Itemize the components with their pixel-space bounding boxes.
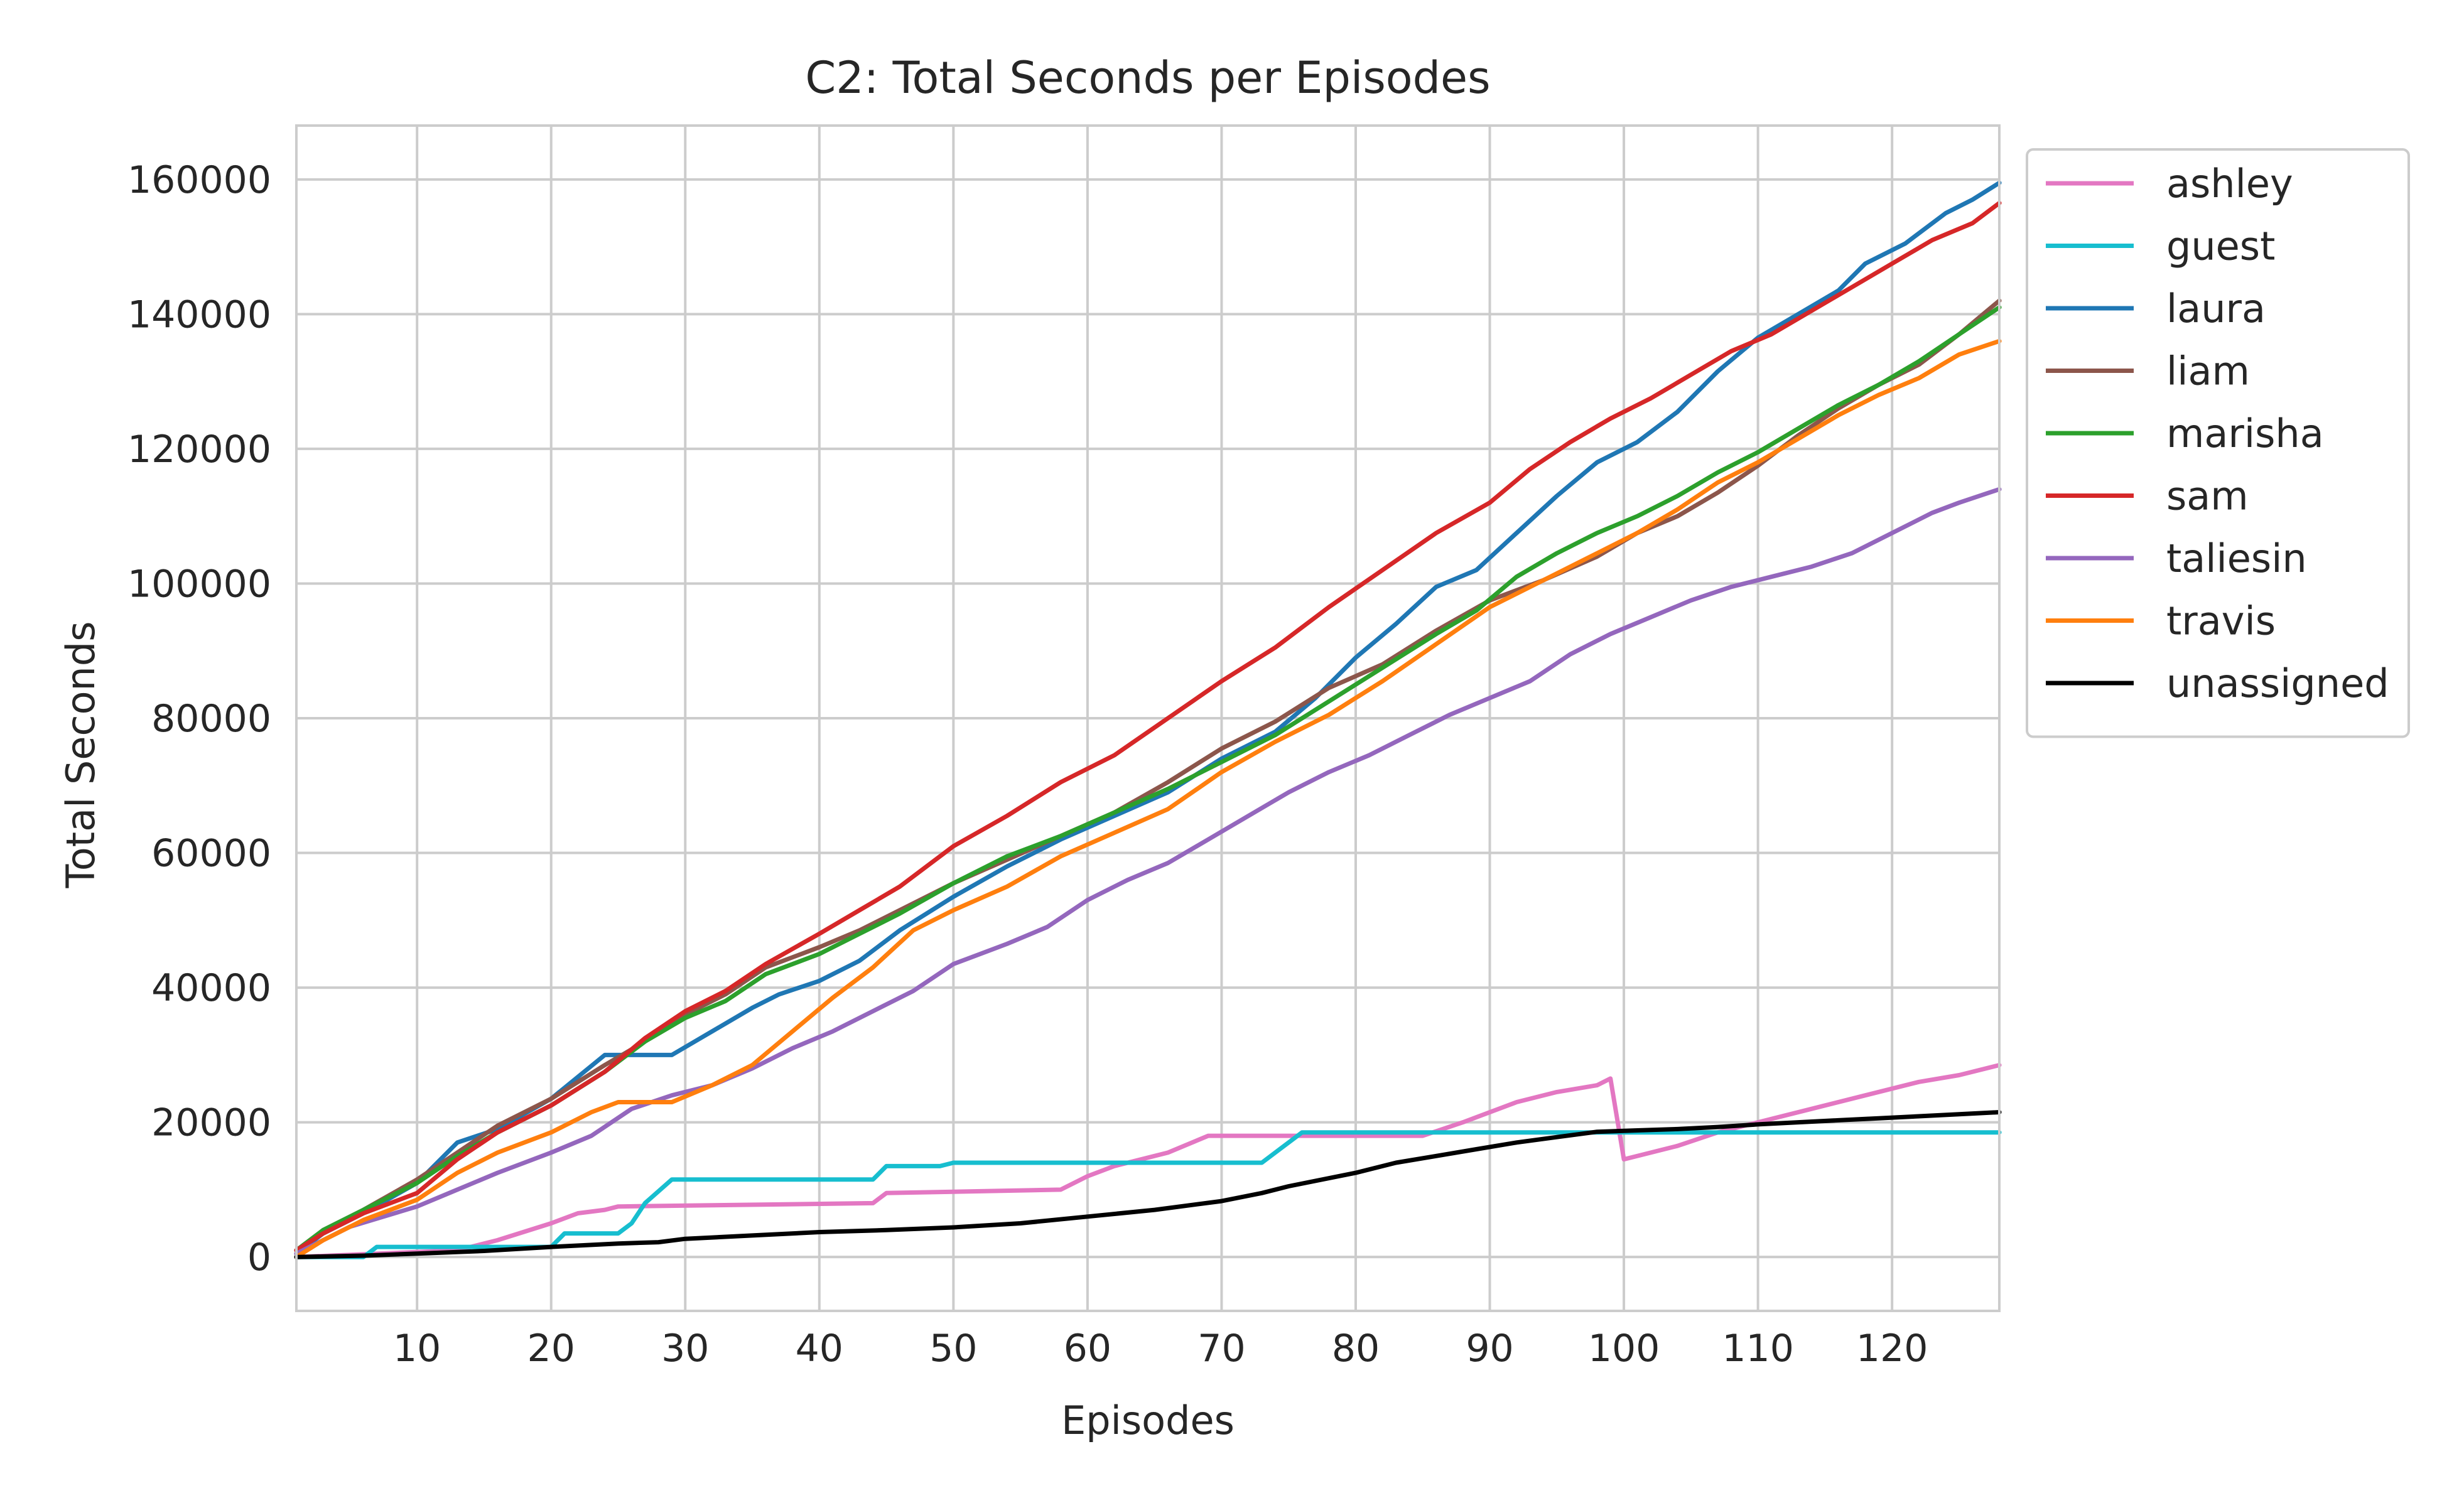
x-tick-label: 20 — [527, 1327, 575, 1371]
legend-label-liam: liam — [2166, 348, 2250, 394]
x-tick-label: 10 — [393, 1327, 441, 1371]
x-tick-label: 70 — [1197, 1327, 1245, 1371]
y-tick-label: 60000 — [151, 832, 271, 876]
y-tick-label: 100000 — [127, 562, 271, 606]
legend-label-sam: sam — [2166, 473, 2249, 519]
y-tick-label: 160000 — [127, 158, 271, 202]
x-tick-label: 120 — [1856, 1327, 1928, 1371]
x-tick-label: 110 — [1722, 1327, 1794, 1371]
series-line-travis — [294, 338, 2002, 1259]
y-tick-label: 120000 — [127, 428, 271, 471]
y-tick-label: 0 — [247, 1236, 271, 1279]
legend-box — [2026, 148, 2410, 738]
x-tick-label: 100 — [1588, 1327, 1660, 1371]
x-tick-label: 50 — [929, 1327, 977, 1371]
legend-label-taliesin: taliesin — [2166, 536, 2307, 581]
x-tick-label: 40 — [796, 1327, 843, 1371]
series-line-sam — [294, 200, 2002, 1252]
y-tick-label: 140000 — [127, 293, 271, 337]
x-tick-label: 90 — [1466, 1327, 1513, 1371]
series-line-guest — [294, 1130, 2002, 1259]
legend-label-ashley: ashley — [2166, 161, 2293, 207]
y-axis-label: Total Seconds — [58, 622, 104, 889]
x-axis-label: Episodes — [1061, 1398, 1235, 1443]
legend-label-travis: travis — [2166, 598, 2276, 644]
chart-title: C2: Total Seconds per Episodes — [805, 52, 1490, 104]
y-tick-label: 20000 — [151, 1101, 271, 1145]
series-line-liam — [294, 298, 2002, 1252]
plot-frame — [295, 124, 2001, 1312]
series-line-taliesin — [294, 487, 2002, 1256]
legend-label-marisha: marisha — [2166, 411, 2324, 456]
y-tick-label: 40000 — [151, 966, 271, 1010]
series-line-unassigned — [294, 1110, 2002, 1259]
legend-label-guest: guest — [2166, 224, 2275, 269]
legend-label-laura: laura — [2166, 286, 2266, 331]
x-tick-label: 60 — [1064, 1327, 1111, 1371]
y-tick-label: 80000 — [151, 697, 271, 741]
x-tick-label: 80 — [1332, 1327, 1380, 1371]
legend: ashley guest laura liam marisha sam taliesin tr… — [2026, 148, 2410, 738]
x-tick-label: 30 — [661, 1327, 709, 1371]
legend-label-unassigned: unassigned — [2166, 660, 2389, 706]
